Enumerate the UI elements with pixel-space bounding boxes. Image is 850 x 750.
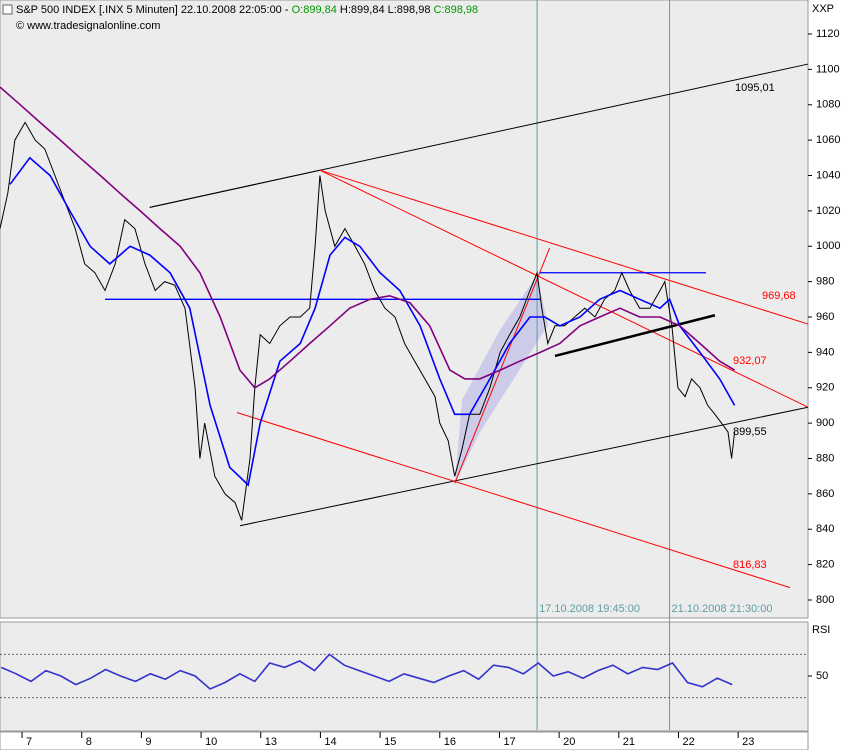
series-line [0,121,736,521]
annotation: 969,68 [762,290,796,302]
axis-label: XXP [812,3,834,15]
x-tick-label: 22 [682,736,694,748]
series-line [9,156,736,487]
shaded-area [455,275,548,483]
y-tick-label: 840 [816,523,834,535]
series-line [0,86,736,389]
header: S&P 500 INDEX [.INX 5 Minuten] 22.10.200… [16,4,478,16]
y-tick-label: 1040 [816,169,840,181]
header-part: C:898,98 [434,4,479,16]
header-part: H:899,84 L:898,98 [337,4,434,16]
y-tick-label: 1000 [816,240,840,252]
x-tick-label: 20 [563,736,575,748]
x-tick-label: 23 [742,736,754,748]
y-tick-label: 1100 [816,63,840,75]
trend-line [239,406,809,527]
x-tick-label: 9 [145,736,151,748]
icon [2,4,13,15]
y-tick-label: 820 [816,559,834,571]
y-tick-label: 50 [816,670,828,682]
trend-line [319,169,809,325]
trend-line [149,169,320,208]
y-tick-label: 880 [816,452,834,464]
x-tick-label: 14 [324,736,336,748]
y-tick-label: 800 [816,594,834,606]
y-tick-label: 960 [816,311,834,323]
x-tick-label: 16 [444,736,456,748]
trend-line [236,412,791,589]
trend-line [454,247,551,484]
y-tick-label: 860 [816,488,834,500]
header-part: O:899,84 [292,4,337,16]
annotation: 1095,01 [735,82,775,94]
y-tick-label: 1120 [816,28,840,40]
x-tick-label: 21 [623,736,635,748]
marker-label: 17.10.2008 19:45:00 [539,603,640,615]
annotation: 816,83 [733,559,767,571]
marker-label: 21.10.2008 21:30:00 [672,603,773,615]
trend-line [554,314,716,358]
y-tick-label: 1020 [816,205,840,217]
x-tick-label: 8 [86,736,92,748]
axis-label: RSI [812,624,830,636]
y-tick-label: 1060 [816,134,840,146]
rsi-panel [0,621,809,732]
y-tick-label: 920 [816,382,834,394]
y-tick-label: 900 [816,417,834,429]
x-tick-label: 7 [26,736,32,748]
x-axis-panel [0,731,809,750]
x-tick-label: 10 [205,736,217,748]
x-tick-label: 15 [384,736,396,748]
x-tick-label: 13 [265,736,277,748]
trend-line [319,169,809,408]
annotation: 899,55 [733,426,767,438]
y-tick-label: 980 [816,276,834,288]
annotation: 932,07 [733,355,767,367]
x-tick-label: 17 [503,736,515,748]
series-line [0,653,733,690]
y-tick-label: 1080 [816,99,840,111]
price-panel [0,0,809,619]
header-part: S&P 500 INDEX [.INX 5 Minuten] 22.10.200… [16,4,292,16]
y-tick-label: 940 [816,346,834,358]
watermark: © www.tradesignalonline.com [16,20,160,32]
